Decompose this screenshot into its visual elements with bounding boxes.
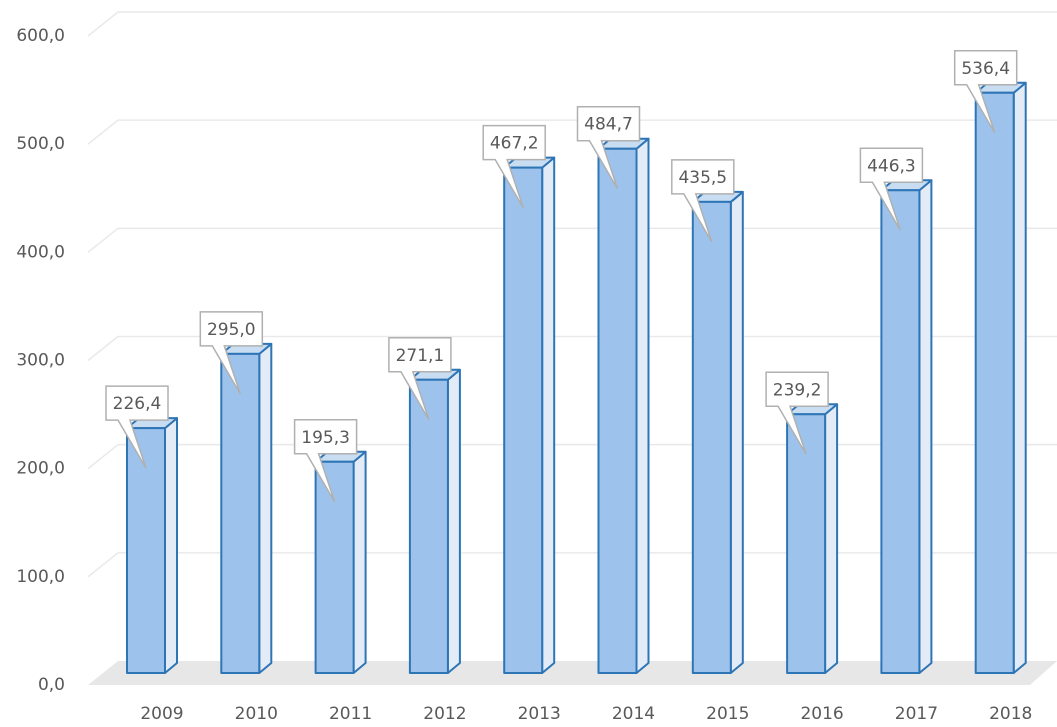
data-label: 226,4 xyxy=(113,394,162,414)
callout xyxy=(859,147,924,231)
data-label: 295,0 xyxy=(207,320,256,340)
bar-face xyxy=(824,403,839,674)
bar xyxy=(220,342,273,674)
grid-line xyxy=(87,335,1057,362)
callout xyxy=(765,371,829,455)
bar-face xyxy=(974,91,1015,674)
bar-face xyxy=(126,427,166,674)
x-tick-label: 2018 xyxy=(989,704,1032,724)
callout xyxy=(576,105,641,190)
x-tick-label: 2017 xyxy=(895,704,938,724)
bar-face xyxy=(729,190,744,674)
bar-face xyxy=(258,342,273,674)
bar-face xyxy=(541,156,556,674)
bar xyxy=(314,450,367,674)
y-tick-label: 100,0 xyxy=(16,567,65,587)
bar-face xyxy=(446,368,461,674)
bar-face xyxy=(635,137,650,674)
x-tick-label: 2012 xyxy=(423,704,466,724)
bar xyxy=(691,190,744,674)
bar xyxy=(408,368,461,674)
bar-face xyxy=(597,147,638,674)
bar-face xyxy=(314,460,355,674)
bar-face xyxy=(220,352,261,674)
x-tick-label: 2014 xyxy=(612,704,655,724)
callout xyxy=(671,159,735,243)
bar-face xyxy=(164,417,178,674)
bar-face xyxy=(786,413,827,674)
callout xyxy=(388,337,452,421)
y-tick-label: 500,0 xyxy=(16,134,65,154)
x-tick-label: 2010 xyxy=(235,704,278,724)
y-tick-label: 300,0 xyxy=(16,351,65,371)
bar xyxy=(597,137,650,674)
x-tick-label: 2011 xyxy=(329,704,372,724)
bar xyxy=(503,156,556,675)
bar xyxy=(974,81,1027,674)
x-tick-label: 2009 xyxy=(140,704,183,724)
bar xyxy=(126,417,178,674)
bar-face xyxy=(691,200,732,674)
data-label: 467,2 xyxy=(490,134,539,154)
y-tick-label: 400,0 xyxy=(16,242,65,262)
y-tick-label: 0,0 xyxy=(38,675,65,695)
data-label: 446,3 xyxy=(867,156,916,176)
bar xyxy=(880,179,933,674)
data-label: 435,5 xyxy=(678,168,727,188)
x-tick-label: 2013 xyxy=(518,704,561,724)
grid-line xyxy=(87,443,1057,470)
bar-face xyxy=(880,189,921,674)
bar-face xyxy=(1012,81,1027,674)
grid-line xyxy=(87,552,1057,578)
grid-line xyxy=(87,11,1057,37)
x-tick-label: 2015 xyxy=(706,704,749,724)
data-label: 195,3 xyxy=(301,428,350,448)
callout xyxy=(293,419,358,503)
data-label: 239,2 xyxy=(773,380,822,400)
bar-face xyxy=(918,179,933,674)
callout xyxy=(953,50,1018,134)
bar xyxy=(786,403,839,674)
data-label: 536,4 xyxy=(961,59,1010,79)
bar-face xyxy=(352,450,367,674)
bar-face xyxy=(408,378,449,674)
callout xyxy=(105,385,169,469)
grid-line xyxy=(87,227,1057,253)
bar-face xyxy=(503,166,544,675)
data-label: 484,7 xyxy=(584,115,633,135)
data-label: 271,1 xyxy=(396,346,445,366)
y-tick-label: 200,0 xyxy=(16,459,65,479)
callout xyxy=(482,124,546,209)
x-tick-label: 2016 xyxy=(800,704,843,724)
y-tick-label: 600,0 xyxy=(16,26,65,46)
callout xyxy=(199,311,264,395)
grid-line xyxy=(87,119,1057,145)
